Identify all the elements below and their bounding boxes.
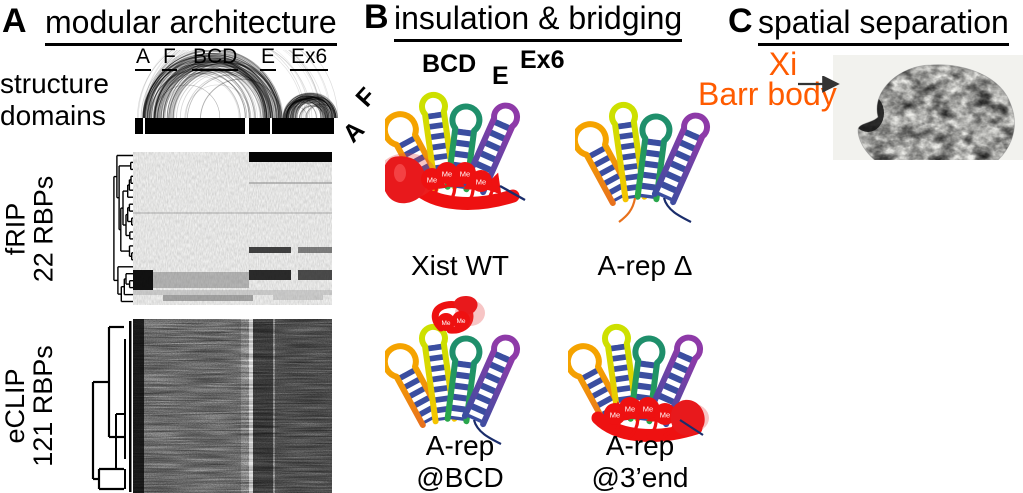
svg-text:Me: Me — [643, 405, 653, 414]
svg-text:Me: Me — [441, 320, 450, 327]
svg-text:Me: Me — [660, 411, 670, 420]
svg-text:Me: Me — [456, 318, 465, 325]
svg-text:Me: Me — [427, 176, 437, 185]
svg-text:Me: Me — [476, 178, 486, 187]
svg-text:Me: Me — [610, 411, 620, 420]
svg-text:Me: Me — [442, 170, 452, 179]
svg-text:Me: Me — [625, 405, 635, 414]
svg-text:Me: Me — [460, 170, 470, 179]
